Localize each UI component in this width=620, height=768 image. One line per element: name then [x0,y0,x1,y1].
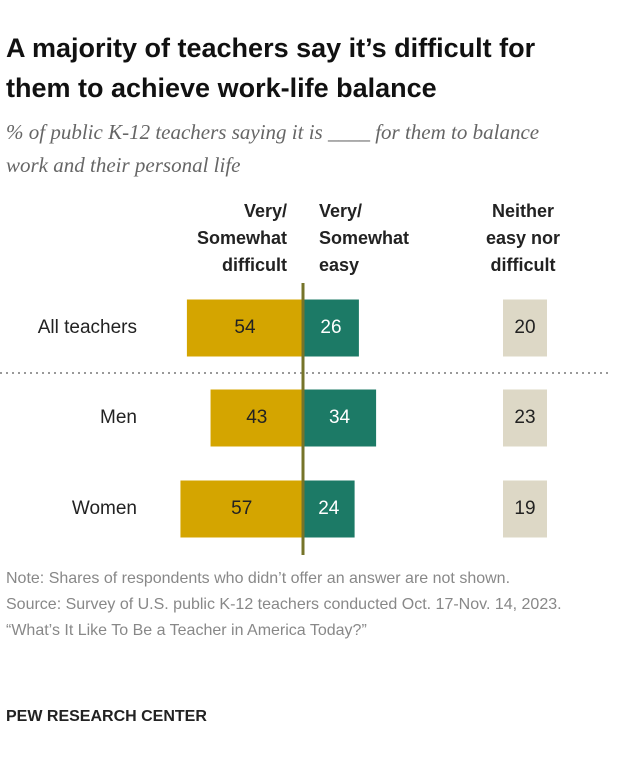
bar [303,480,355,538]
bar [303,299,359,357]
value-label: 43 [246,407,267,428]
neither-box [503,299,547,357]
note: Note: Shares of respondents who didn’t o… [6,570,511,587]
category-label: Men [100,407,137,428]
value-label: 57 [231,498,252,519]
legend-header: Neither easy nor difficult [485,201,561,275]
source: PEW RESEARCH CENTER [6,708,207,725]
note: Source: Survey of U.S. public K-12 teach… [6,596,562,613]
value-label: 23 [514,407,535,428]
value-label: 19 [514,498,535,519]
notes: Note: Shares of respondents who didn’t o… [6,566,606,644]
bar [210,389,303,447]
neither-box [503,480,547,538]
legend-header: Very/ Somewhat difficult [196,201,287,275]
value-label: 34 [329,407,351,428]
value-label: 20 [514,317,535,338]
chart-subtitle: % of public K-12 teachers saying it is _… [6,120,540,177]
legend-header: Very/ Somewhat easy [319,201,410,275]
category-label: All teachers [38,317,137,338]
note: “What’s It Like To Be a Teacher in Ameri… [6,622,367,639]
value-label: 26 [320,317,341,338]
chart-title: A majority of teachers say it’s difficul… [6,33,536,103]
category-label: Women [72,498,137,519]
bar [186,299,303,357]
value-label: 54 [234,317,256,338]
neither-box [503,389,547,447]
bar [303,389,377,447]
bar [180,480,303,538]
value-label: 24 [318,498,340,519]
